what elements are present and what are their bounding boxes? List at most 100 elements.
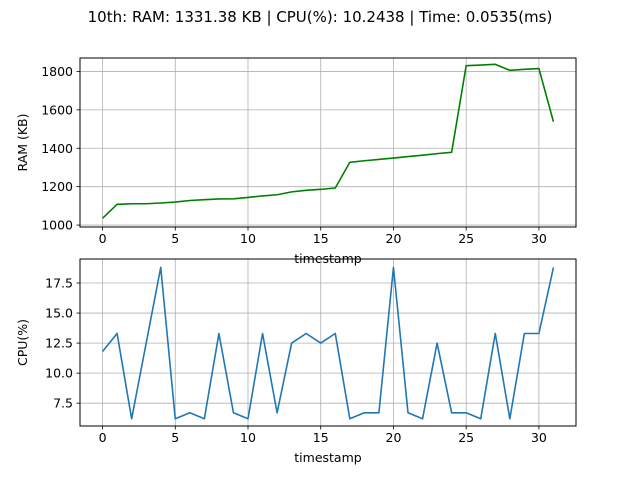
cpu-x-axis-label: timestamp <box>294 450 361 465</box>
ram-grid <box>80 58 576 227</box>
cpu-data-point <box>349 418 351 420</box>
ram-y-tick-label: 1400 <box>41 141 73 156</box>
cpu-data-point <box>378 412 380 414</box>
cpu-data-point <box>276 412 278 414</box>
ram-data-point <box>305 189 307 191</box>
cpu-data-point <box>131 418 133 420</box>
ram-y-ticks: 1000 1200 1400 1600 1800 <box>41 64 80 233</box>
ram-data-point <box>378 158 380 160</box>
cpu-y-tick-label: 10.0 <box>45 366 73 381</box>
ram-data-point <box>392 157 394 159</box>
cpu-data-point <box>363 412 365 414</box>
ram-data-point <box>465 65 467 67</box>
cpu-data-point <box>218 332 220 334</box>
ram-data-point <box>116 203 118 205</box>
cpu-y-tick-label: 17.5 <box>45 276 73 291</box>
cpu-data-point <box>392 266 394 268</box>
ram-data-point <box>436 153 438 155</box>
ram-data-point <box>276 194 278 196</box>
figure-title: 10th: RAM: 1331.38 KB | CPU(%): 10.2438 … <box>88 8 553 26</box>
cpu-data-point <box>145 342 147 344</box>
ram-data-point <box>291 191 293 193</box>
ram-data-point <box>203 199 205 201</box>
ram-x-tick-label: 0 <box>99 231 107 246</box>
ram-line <box>101 63 555 219</box>
cpu-x-tick-label: 5 <box>171 430 179 445</box>
cpu-data-point <box>102 351 104 353</box>
cpu-x-tick-label: 15 <box>313 430 329 445</box>
cpu-chart: 0 5 10 15 20 25 30 7.5 10.0 12.5 15.0 17.5 timesta… <box>15 258 577 465</box>
ram-y-tick-label: 1000 <box>41 218 73 233</box>
cpu-data-point <box>232 412 234 414</box>
ram-data-point <box>422 154 424 156</box>
cpu-data-point <box>451 412 453 414</box>
ram-data-point <box>247 196 249 198</box>
cpu-data-point <box>465 412 467 414</box>
cpu-y-tick-label: 15.0 <box>45 306 73 321</box>
ram-data-point <box>334 187 336 189</box>
cpu-data-point <box>494 332 496 334</box>
ram-x-tick-label: 25 <box>458 231 474 246</box>
ram-data-point <box>451 151 453 153</box>
cpu-x-ticks: 0 5 10 15 20 25 30 <box>99 426 547 445</box>
cpu-y-ticks: 7.5 10.0 12.5 15.0 17.5 <box>45 276 80 411</box>
cpu-data-point <box>523 332 525 334</box>
cpu-data-point <box>334 332 336 334</box>
ram-data-point <box>160 202 162 204</box>
ram-x-tick-label: 10 <box>240 231 256 246</box>
ram-x-tick-label: 30 <box>531 231 547 246</box>
cpu-axes-frame <box>79 258 577 427</box>
cpu-data-point <box>407 412 409 414</box>
cpu-data-point <box>116 332 118 334</box>
cpu-data-point <box>305 332 307 334</box>
ram-data-point <box>189 199 191 201</box>
cpu-data-point <box>480 418 482 420</box>
ram-x-tick-label: 15 <box>313 231 329 246</box>
ram-data-point <box>538 68 540 70</box>
ram-series <box>101 63 555 219</box>
ram-data-point <box>480 64 482 66</box>
ram-data-point <box>349 161 351 163</box>
cpu-data-point <box>422 418 424 420</box>
ram-data-point <box>363 160 365 162</box>
cpu-line <box>101 266 555 420</box>
cpu-data-point <box>174 418 176 420</box>
ram-data-point <box>407 156 409 158</box>
cpu-y-tick-label: 12.5 <box>45 336 73 351</box>
ram-y-tick-label: 1600 <box>41 102 73 117</box>
cpu-data-point <box>247 418 249 420</box>
cpu-data-point <box>509 418 511 420</box>
cpu-data-point <box>262 332 264 334</box>
cpu-data-point <box>189 412 191 414</box>
ram-data-point <box>131 203 133 205</box>
cpu-data-point <box>552 266 554 268</box>
ram-x-tick-label: 5 <box>171 231 179 246</box>
ram-data-point <box>145 203 147 205</box>
cpu-x-tick-label: 30 <box>531 430 547 445</box>
cpu-data-point <box>291 342 293 344</box>
ram-data-point <box>320 188 322 190</box>
ram-data-point <box>523 68 525 70</box>
ram-x-ticks: 0 5 10 15 20 25 30 <box>99 227 547 246</box>
cpu-data-point <box>160 266 162 268</box>
cpu-x-tick-label: 25 <box>458 430 474 445</box>
ram-data-point <box>509 69 511 71</box>
ram-data-point <box>232 198 234 200</box>
cpu-series <box>101 266 555 420</box>
ram-data-point <box>218 198 220 200</box>
ram-data-point <box>174 201 176 203</box>
cpu-x-tick-label: 0 <box>99 430 107 445</box>
ram-data-point <box>494 63 496 65</box>
ram-y-axis-label: RAM (KB) <box>15 113 30 171</box>
cpu-data-point <box>203 418 205 420</box>
cpu-y-tick-label: 7.5 <box>53 396 73 411</box>
ram-y-tick-label: 1800 <box>41 64 73 79</box>
cpu-y-axis-label: CPU(%) <box>15 319 30 366</box>
ram-x-tick-label: 20 <box>386 231 402 246</box>
cpu-data-point <box>436 342 438 344</box>
cpu-x-tick-label: 20 <box>386 430 402 445</box>
ram-data-point <box>552 121 554 123</box>
cpu-data-point <box>320 342 322 344</box>
